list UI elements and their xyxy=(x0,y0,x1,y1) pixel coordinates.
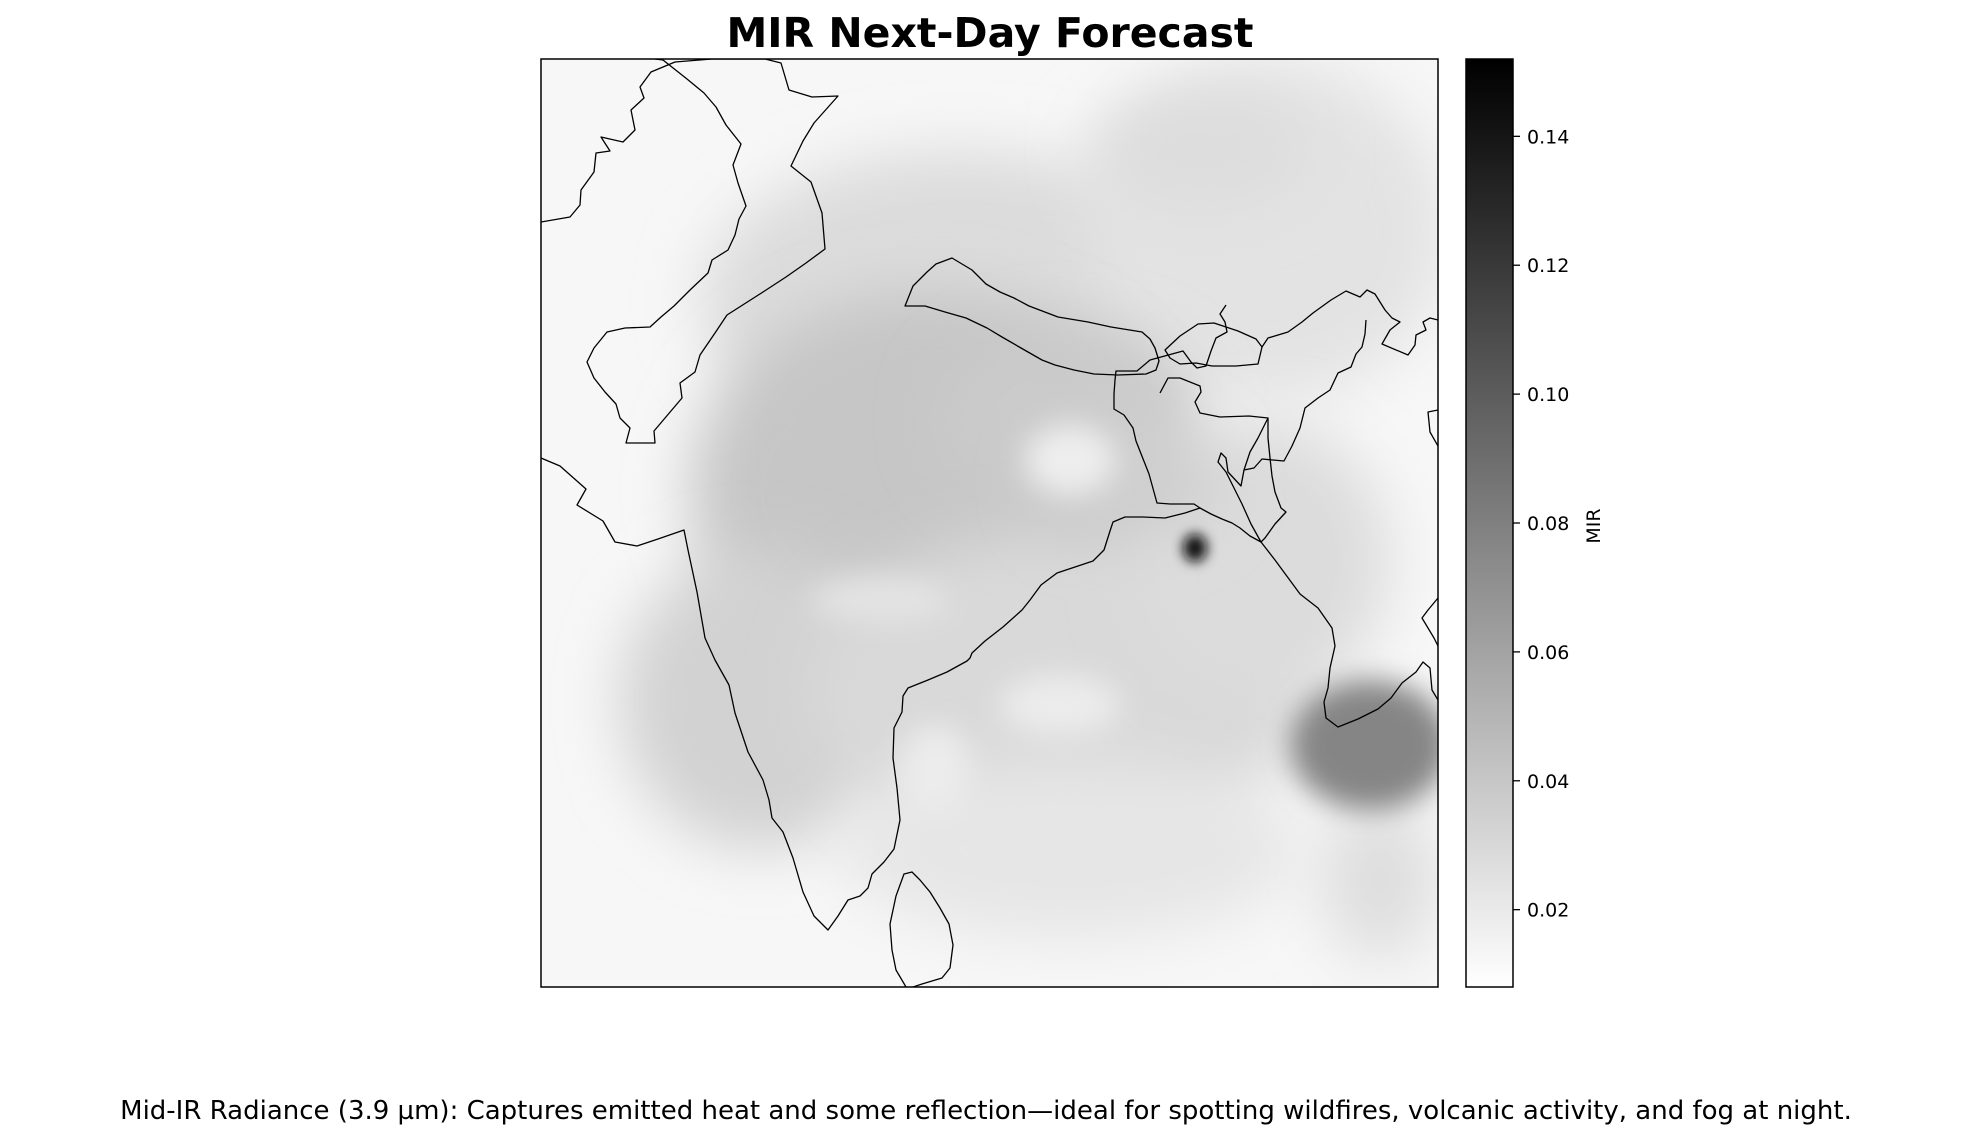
coastline-india xyxy=(541,304,1228,931)
bhutan-border xyxy=(1164,322,1263,367)
myanmar-border xyxy=(1243,319,1367,471)
colorbar-tick-label: 0.10 xyxy=(1527,384,1569,406)
colorbar-tick-label: 0.04 xyxy=(1527,771,1569,793)
coastline-east-fragment-2 xyxy=(1421,597,1438,647)
colorbar: 0.02 0.04 0.06 0.08 0.10 0.12 0.14 MIR xyxy=(1465,58,1605,988)
colorbar-ticks: 0.02 0.04 0.06 0.08 0.10 0.12 0.14 xyxy=(1513,126,1569,922)
colorbar-gradient xyxy=(1466,59,1513,987)
figure-caption: Mid-IR Radiance (3.9 µm): Captures emitt… xyxy=(120,1096,1852,1126)
northeast-border xyxy=(1261,289,1438,356)
coastline-borders xyxy=(541,59,1438,987)
radiance-field xyxy=(620,60,1438,960)
nepal-border xyxy=(904,257,1160,376)
colorbar-tick-label: 0.08 xyxy=(1527,513,1569,535)
map-panel xyxy=(541,59,1438,987)
map-title: MIR Next-Day Forecast xyxy=(726,9,1253,57)
colorbar-label: MIR xyxy=(1583,508,1605,543)
map-frame xyxy=(540,58,1439,988)
srilanka-coast xyxy=(889,871,954,987)
coastline-west xyxy=(541,59,839,444)
bangladesh-border xyxy=(1159,377,1269,543)
colorbar-tick-label: 0.14 xyxy=(1527,126,1569,148)
colorbar-tick-label: 0.12 xyxy=(1527,255,1569,277)
colorbar-tick-label: 0.02 xyxy=(1527,900,1569,922)
myanmar-coast xyxy=(1260,418,1438,728)
colorbar-tick-label: 0.06 xyxy=(1527,642,1569,664)
coastline-east-fragment xyxy=(1427,409,1438,447)
